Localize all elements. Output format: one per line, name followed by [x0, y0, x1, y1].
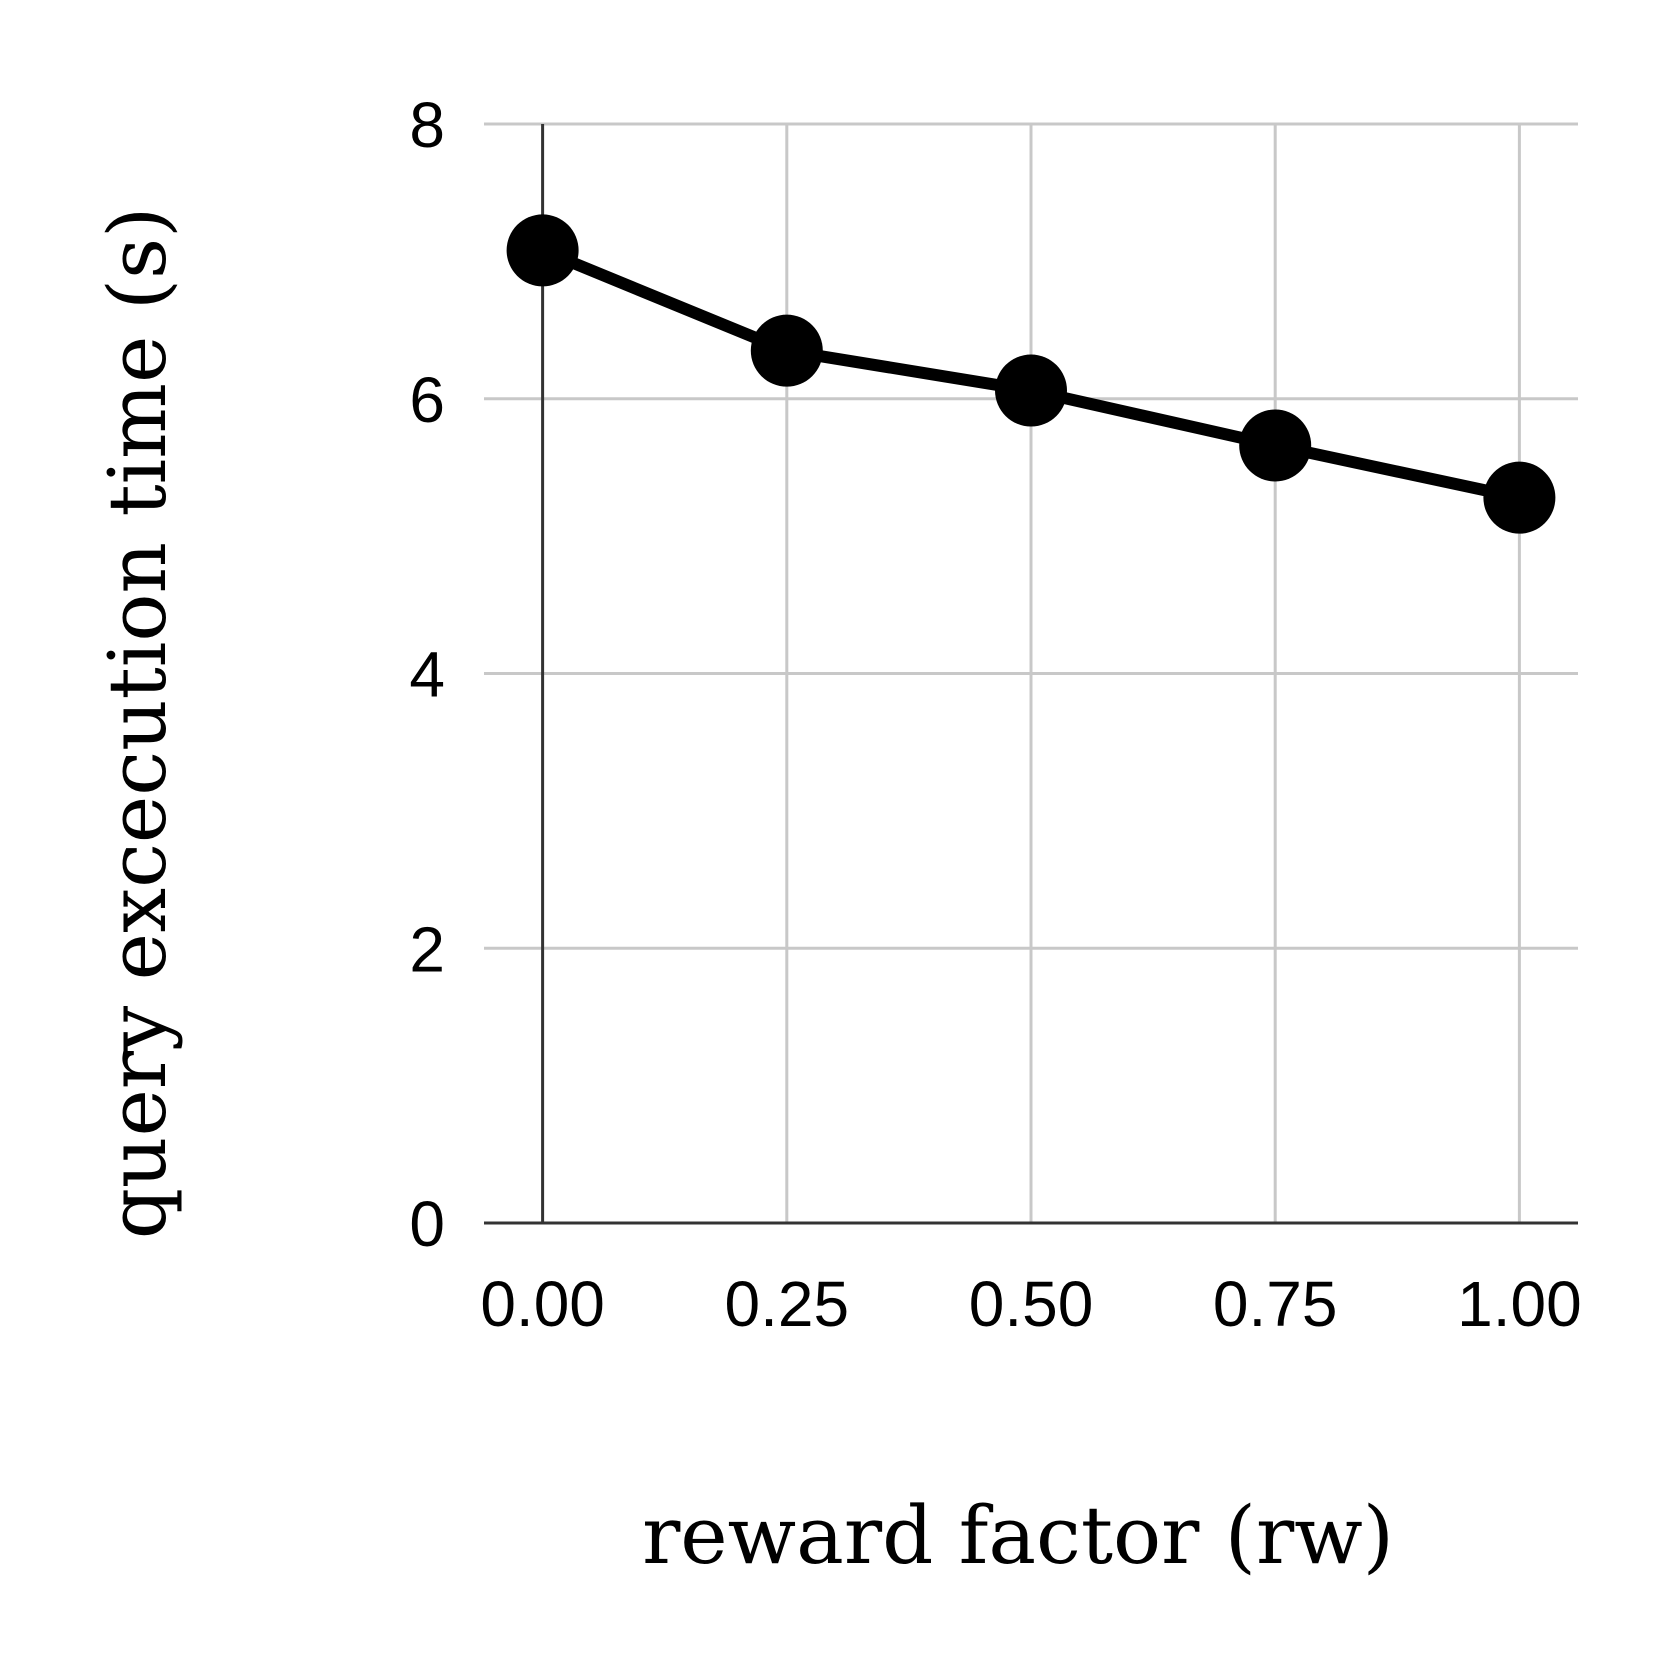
y-tick-label: 8 [409, 89, 445, 161]
x-tick-label: 0.75 [1213, 1268, 1338, 1340]
data-point [995, 354, 1067, 427]
y-axis-title: query excecution time (s) [91, 207, 184, 1240]
y-tick-label: 6 [409, 364, 445, 436]
y-tick-label: 2 [409, 913, 445, 985]
series-layer [506, 214, 1556, 534]
data-point [506, 214, 579, 287]
y-tick-label: 0 [409, 1188, 445, 1260]
x-tick-label: 1.00 [1457, 1268, 1582, 1340]
label-layer: query excecution time (s) reward factor … [91, 89, 1582, 1582]
y-tick-label: 4 [409, 639, 445, 711]
data-point [1239, 409, 1312, 482]
axis-layer [484, 124, 1578, 1225]
x-tick-label: 0.00 [480, 1268, 605, 1340]
data-point [750, 314, 823, 387]
x-tick-label: 0.25 [725, 1268, 850, 1340]
x-tick-label: 0.50 [969, 1268, 1094, 1340]
data-point [1483, 461, 1556, 534]
x-axis-title: reward factor (rw) [642, 1489, 1394, 1582]
